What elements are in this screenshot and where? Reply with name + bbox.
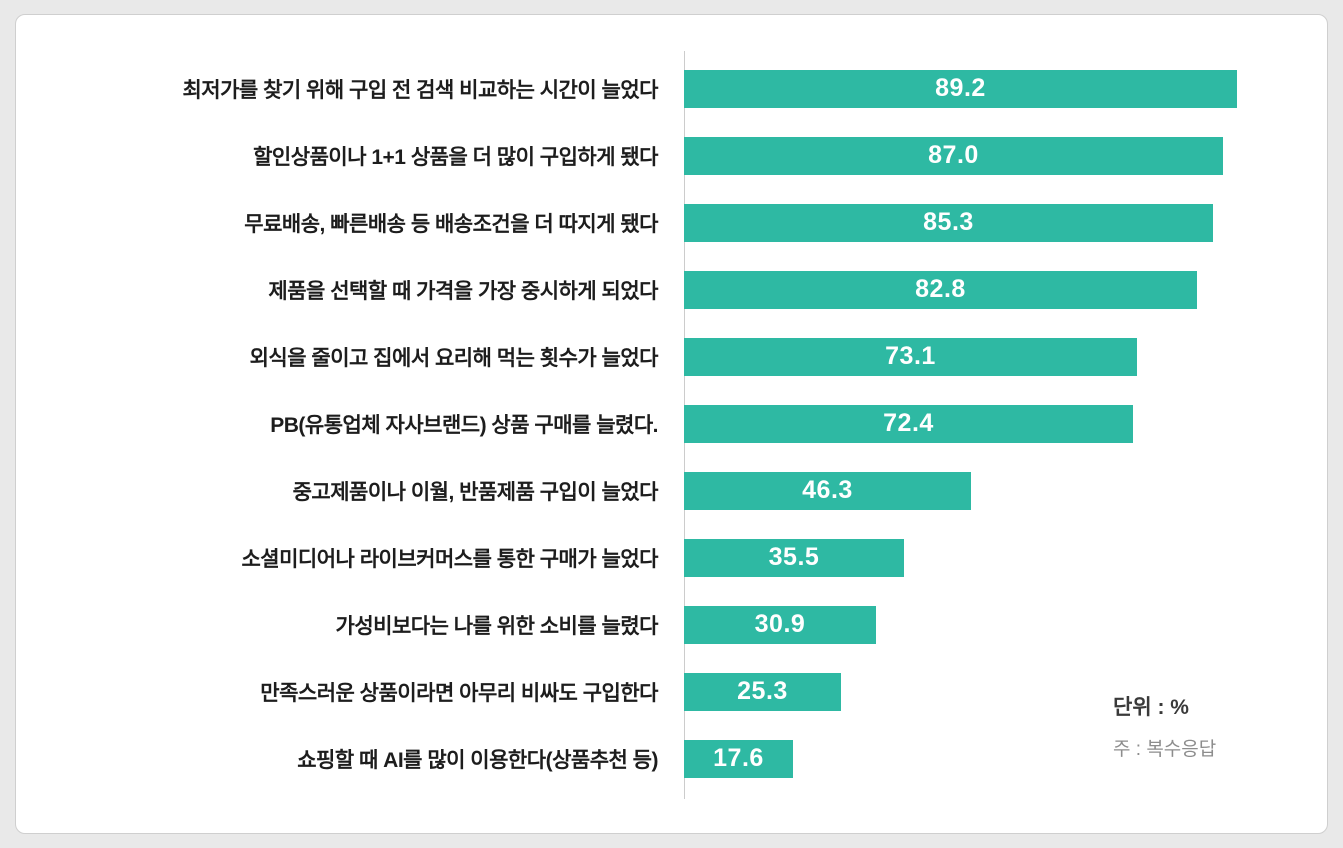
category-label: 가성비보다는 나를 위한 소비를 늘렸다	[335, 614, 659, 638]
category-label: 중고제품이나 이월, 반품제품 구입이 늘었다	[292, 480, 659, 504]
chart-row: 쇼핑할 때 AI를 많이 이용한다(상품추천 등) 17.6	[16, 725, 1327, 792]
bar-zone: 46.3	[684, 471, 1327, 510]
chart-row: 제품을 선택할 때 가격을 가장 중시하게 되었다 82.8	[16, 256, 1327, 323]
category-label: 소셜미디어나 라이브커머스를 통한 구매가 늘었다	[241, 547, 658, 571]
bar-zone: 87.0	[684, 136, 1327, 175]
bar-value-label: 46.3	[802, 476, 853, 504]
bar-zone: 73.1	[684, 337, 1327, 376]
bar-zone: 17.6	[684, 739, 1327, 778]
chart-row: 외식을 줄이고 집에서 요리해 먹는 횟수가 늘었다 73.1	[16, 323, 1327, 390]
chart-row: 가성비보다는 나를 위한 소비를 늘렸다 30.9	[16, 591, 1327, 658]
bar-zone: 35.5	[684, 538, 1327, 577]
chart-row: 소셜미디어나 라이브커머스를 통한 구매가 늘었다 35.5	[16, 524, 1327, 591]
bar: 85.3	[684, 203, 1213, 242]
bar-zone: 85.3	[684, 203, 1327, 242]
bar: 72.4	[684, 404, 1133, 443]
bar-value-label: 35.5	[768, 543, 820, 571]
category-label: 쇼핑할 때 AI를 많이 이용한다(상품추천 등)	[297, 748, 658, 772]
chart-row: PB(유통업체 자사브랜드) 상품 구매를 늘렸다. 72.4	[16, 390, 1327, 457]
bar: 46.3	[684, 471, 971, 510]
chart-notes: 단위 : % 주 : 복수응답	[1113, 691, 1216, 761]
chart-row: 중고제품이나 이월, 반품제품 구입이 늘었다 46.3	[16, 457, 1327, 524]
bar: 30.9	[684, 605, 876, 644]
category-label: 외식을 줄이고 집에서 요리해 먹는 횟수가 늘었다	[249, 346, 659, 370]
chart-row: 할인상품이나 1+1 상품을 더 많이 구입하게 됐다 87.0	[16, 122, 1327, 189]
bar: 82.8	[684, 270, 1197, 309]
bar-value-label: 87.0	[928, 141, 979, 169]
bar-zone: 72.4	[684, 404, 1327, 443]
chart-card: 최저가를 찾기 위해 구입 전 검색 비교하는 시간이 늘었다 89.2 할인상품이…	[15, 14, 1328, 834]
chart-row: 최저가를 찾기 위해 구입 전 검색 비교하는 시간이 늘었다 89.2	[16, 55, 1327, 122]
bar-zone: 82.8	[684, 270, 1327, 309]
category-label: 최저가를 찾기 위해 구입 전 검색 비교하는 시간이 늘었다	[182, 78, 658, 102]
category-label: PB(유통업체 자사브랜드) 상품 구매를 늘렸다.	[270, 413, 658, 437]
category-label: 할인상품이나 1+1 상품을 더 많이 구입하게 됐다	[253, 145, 658, 169]
bar: 35.5	[684, 538, 904, 577]
bar-zone: 30.9	[684, 605, 1327, 644]
bar-value-label: 85.3	[923, 208, 974, 236]
bar-value-label: 30.9	[754, 610, 806, 638]
category-label: 무료배송, 빠른배송 등 배송조건을 더 따지게 됐다	[244, 212, 658, 236]
bar-value-label: 25.3	[737, 677, 788, 705]
bar-value-label: 72.4	[883, 409, 934, 437]
category-label: 만족스러운 상품이라면 아무리 비싸도 구입한다	[260, 681, 658, 705]
bar: 89.2	[684, 69, 1237, 108]
chart-row: 무료배송, 빠른배송 등 배송조건을 더 따지게 됐다 85.3	[16, 189, 1327, 256]
bar-value-label: 82.8	[915, 275, 966, 303]
bar-value-label: 89.2	[935, 74, 986, 102]
unit-note: 단위 : %	[1113, 696, 1189, 719]
bar-value-label: 17.6	[713, 744, 764, 772]
bar: 17.6	[684, 739, 793, 778]
multi-response-note: 주 : 복수응답	[1113, 739, 1217, 760]
chart-rows: 최저가를 찾기 위해 구입 전 검색 비교하는 시간이 늘었다 89.2 할인상품이…	[16, 55, 1327, 792]
bar: 73.1	[684, 337, 1137, 376]
bar: 87.0	[684, 136, 1223, 175]
bar: 25.3	[684, 672, 841, 711]
bar-value-label: 73.1	[885, 342, 936, 370]
bar-zone: 89.2	[684, 69, 1327, 108]
chart-row: 만족스러운 상품이라면 아무리 비싸도 구입한다 25.3	[16, 658, 1327, 725]
bar-zone: 25.3	[684, 672, 1327, 711]
category-label: 제품을 선택할 때 가격을 가장 중시하게 되었다	[268, 279, 658, 303]
